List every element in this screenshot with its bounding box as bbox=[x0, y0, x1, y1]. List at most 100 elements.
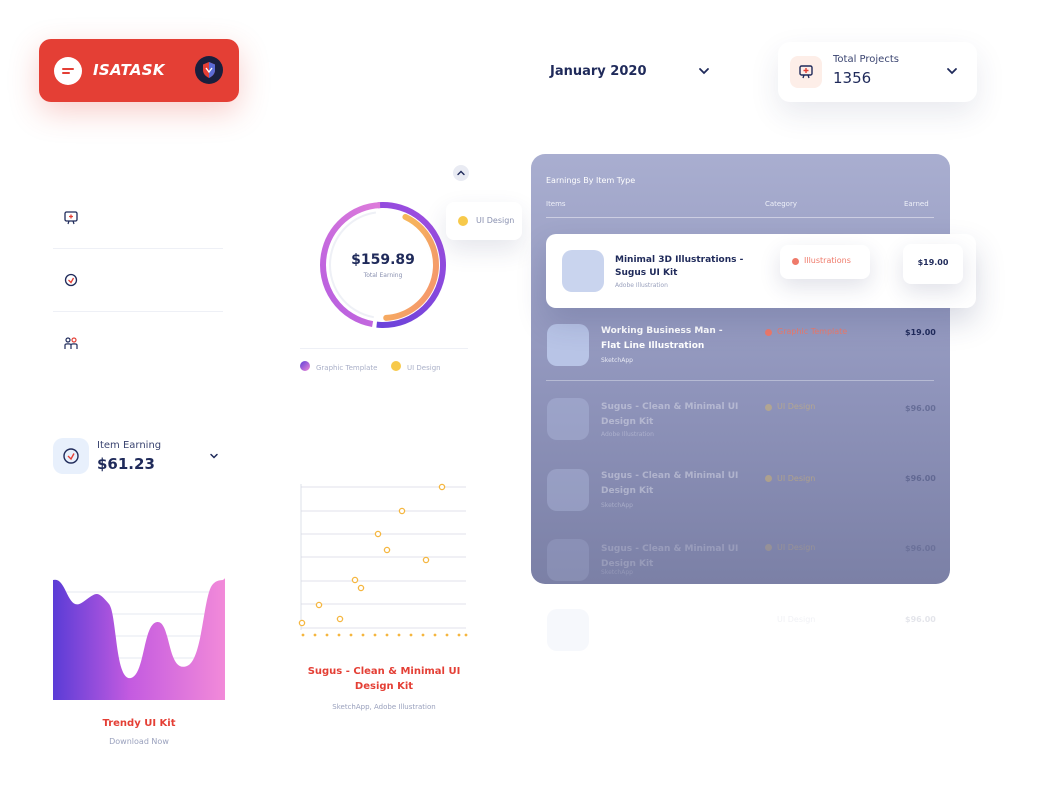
scatter-point bbox=[398, 507, 406, 515]
row-earned: $96.00 bbox=[905, 544, 936, 553]
earning-donut-chart bbox=[320, 202, 446, 328]
projects-label: Total Projects bbox=[833, 54, 899, 65]
legend-dot-ui bbox=[391, 361, 401, 371]
sugus-title: Sugus - Clean & Minimal UI Design Kit bbox=[307, 666, 461, 692]
row-category: Graphic Template bbox=[777, 327, 848, 336]
scatter-point bbox=[336, 615, 344, 623]
menu-button[interactable] bbox=[54, 57, 82, 85]
ghost-earned: $96.00 bbox=[905, 615, 936, 624]
brand-logo: ISATASK bbox=[93, 61, 165, 79]
scatter-point bbox=[438, 483, 446, 491]
coin-exchange-icon[interactable] bbox=[63, 272, 79, 288]
scatter-gridlines bbox=[300, 484, 466, 630]
total-earning-label: Total Earning bbox=[363, 272, 403, 279]
col-items: Items bbox=[546, 200, 566, 208]
row-sub: SketchApp bbox=[601, 357, 633, 364]
row-name[interactable]: Working Business Man - Flat Line Illustr… bbox=[601, 326, 723, 351]
coin-exchange-icon bbox=[63, 448, 79, 464]
month-selector[interactable]: January 2020 bbox=[550, 64, 647, 79]
row-earned: $19.00 bbox=[917, 258, 949, 267]
ui-design-dot bbox=[458, 216, 468, 226]
scatter-point bbox=[374, 530, 382, 538]
scatter-point bbox=[315, 601, 323, 609]
chevron-up-icon bbox=[457, 170, 465, 176]
item-earning-value: $61.23 bbox=[97, 455, 155, 473]
row-category: UI Design bbox=[777, 543, 816, 552]
row-category: UI Design bbox=[777, 474, 816, 483]
row-earned: $96.00 bbox=[905, 404, 936, 413]
scatter-point bbox=[351, 576, 359, 584]
scatter-points bbox=[298, 483, 446, 627]
row-name[interactable]: Sugus - Clean & Minimal UI Design Kit bbox=[601, 402, 739, 427]
earned-chip: $19.00 bbox=[903, 244, 963, 284]
chevron-down-icon[interactable] bbox=[208, 450, 220, 462]
item-earning-icon-box bbox=[53, 438, 89, 474]
legend-ui-design: UI Design bbox=[407, 364, 441, 372]
category-dot bbox=[765, 329, 772, 336]
projects-icon bbox=[790, 56, 822, 88]
row-thumbnail bbox=[562, 250, 604, 292]
category-dot bbox=[765, 475, 772, 482]
projects-value: 1356 bbox=[833, 69, 872, 87]
scatter-point bbox=[298, 619, 306, 627]
table-title: Earnings By Item Type bbox=[546, 176, 636, 185]
ghost-category: UI Design bbox=[777, 615, 816, 624]
chevron-down-icon[interactable] bbox=[945, 64, 959, 78]
scatter-point bbox=[357, 584, 365, 592]
category-dot bbox=[765, 404, 772, 411]
row-earned: $19.00 bbox=[905, 328, 936, 337]
legend-graphic-template: Graphic Template bbox=[316, 364, 378, 372]
row-thumbnail bbox=[547, 469, 589, 511]
nav-divider bbox=[53, 311, 223, 312]
sugus-subtitle: SketchApp, Adobe Illustration bbox=[332, 703, 436, 711]
ui-design-tag-label: UI Design bbox=[476, 216, 515, 225]
row-name[interactable]: Sugus - Clean & Minimal UI Design Kit bbox=[601, 544, 739, 569]
col-earned: Earned bbox=[904, 200, 929, 208]
category-dot bbox=[792, 258, 799, 265]
category-chip[interactable]: Illustrations bbox=[780, 245, 870, 279]
menu-icon bbox=[62, 68, 74, 70]
menu-icon-line bbox=[62, 72, 70, 74]
total-projects-card[interactable]: Total Projects 1356 bbox=[778, 42, 977, 102]
row-category: Illustrations bbox=[804, 256, 851, 265]
donut-ui-design-ring bbox=[327, 209, 439, 322]
scatter-point bbox=[383, 546, 391, 554]
col-category: Category bbox=[765, 200, 797, 208]
earnings-table-card: Earnings By Item Type Items Category Ear… bbox=[531, 154, 950, 584]
trendy-title: Trendy UI Kit bbox=[102, 718, 176, 729]
category-dot bbox=[765, 544, 772, 551]
profile-shield-button[interactable] bbox=[195, 56, 223, 84]
row-divider bbox=[546, 380, 934, 381]
nav-divider bbox=[53, 248, 223, 249]
item-earning-label: Item Earning bbox=[97, 440, 162, 451]
trendy-wave-chart bbox=[53, 578, 225, 700]
row-thumbnail bbox=[547, 398, 589, 440]
row-sub: SketchApp bbox=[601, 569, 633, 576]
wave-area bbox=[53, 578, 225, 700]
sales-scatter-chart bbox=[298, 483, 468, 637]
trendy-download-link[interactable]: Download Now bbox=[109, 737, 169, 746]
logo-card: ISATASK bbox=[39, 39, 239, 102]
row-sub: Adobe Illustration bbox=[615, 282, 668, 289]
row-name[interactable]: Sugus - Clean & Minimal UI Design Kit bbox=[601, 471, 739, 496]
monitor-icon[interactable] bbox=[63, 210, 79, 226]
chevron-down-icon[interactable] bbox=[697, 64, 711, 78]
total-earning-value: $159.89 bbox=[351, 252, 415, 268]
ghost-thumbnail bbox=[547, 609, 589, 651]
row-thumbnail bbox=[547, 539, 589, 581]
ui-design-tag[interactable]: UI Design bbox=[446, 202, 522, 240]
donut-divider bbox=[300, 348, 468, 349]
row-sub: Adobe Illustration bbox=[601, 431, 654, 438]
users-icon[interactable] bbox=[63, 335, 79, 351]
row-earned: $96.00 bbox=[905, 474, 936, 483]
scatter-axis-ticks bbox=[301, 633, 468, 637]
shield-icon bbox=[203, 62, 215, 78]
header-divider bbox=[546, 217, 934, 218]
row-category: UI Design bbox=[777, 402, 816, 411]
row-sub: SketchApp bbox=[601, 502, 633, 509]
collapse-button[interactable] bbox=[453, 165, 469, 181]
legend-dot-graphic bbox=[300, 361, 310, 371]
row-name[interactable]: Minimal 3D Illustrations - Sugus UI Kit bbox=[615, 255, 744, 278]
row-thumbnail bbox=[547, 324, 589, 366]
highlighted-row[interactable]: Minimal 3D Illustrations - Sugus UI Kit … bbox=[546, 234, 976, 308]
